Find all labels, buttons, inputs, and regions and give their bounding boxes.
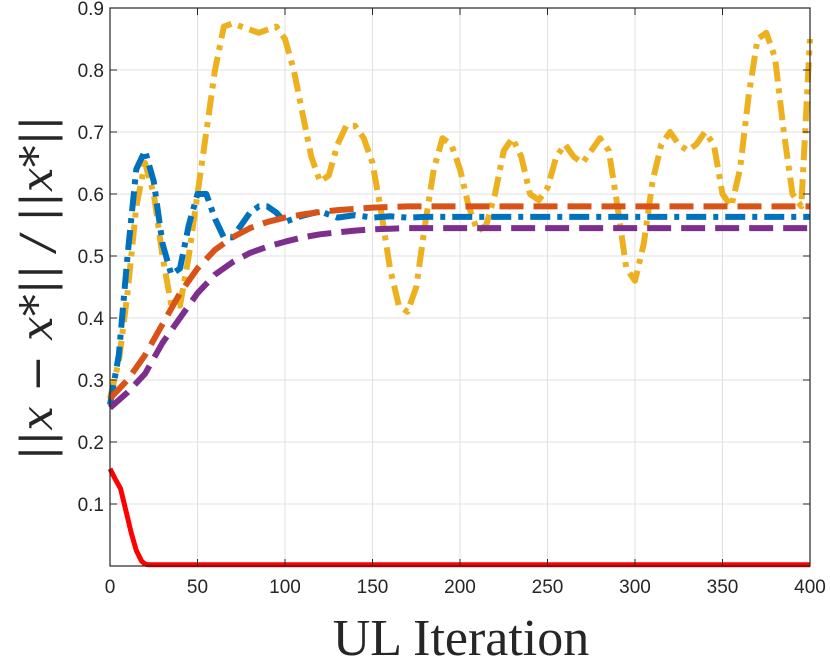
x-tick-label: 200: [444, 577, 476, 598]
x-tick-label: 0: [105, 577, 116, 598]
y-tick-label: 0.6: [78, 185, 104, 206]
y-tick-label: 0.7: [78, 123, 104, 144]
series-line-3: [107, 203, 810, 401]
y-axis-label: ||x − x*|| / ||x*||: [12, 116, 63, 461]
x-tick-label: 50: [187, 577, 208, 598]
y-tick-label: 0.1: [78, 495, 104, 516]
series-line-4: [108, 225, 810, 411]
series-line-2: [107, 147, 810, 406]
series-layer: [107, 20, 813, 568]
y-tick-label: 0.8: [78, 61, 104, 82]
y-tick-label: 0.5: [78, 247, 104, 268]
x-tick-label: 250: [532, 577, 564, 598]
series-line-1: [107, 20, 813, 400]
grid: [109, 7, 811, 566]
x-axis-label: UL Iteration: [333, 610, 590, 664]
y-tick-label: 0.9: [78, 0, 104, 20]
y-tick-label: 0.3: [78, 371, 104, 392]
x-tick-label: 350: [707, 577, 739, 598]
tick-labels: 0 50 100 150 200 250 300 350 400 0.1 0.2 0.3 0.4 0.5 0…: [78, 0, 826, 598]
x-tick-label: 150: [357, 577, 389, 598]
y-tick-label: 0.2: [78, 433, 104, 454]
x-tick-label: 100: [269, 577, 301, 598]
axes: [109, 7, 811, 567]
y-tick-label: 0.4: [78, 309, 105, 330]
x-tick-label: 300: [619, 577, 651, 598]
x-tick-label: 400: [794, 577, 826, 598]
